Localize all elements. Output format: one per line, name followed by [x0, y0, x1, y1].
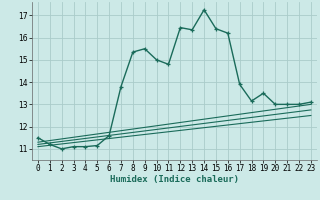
X-axis label: Humidex (Indice chaleur): Humidex (Indice chaleur) [110, 175, 239, 184]
